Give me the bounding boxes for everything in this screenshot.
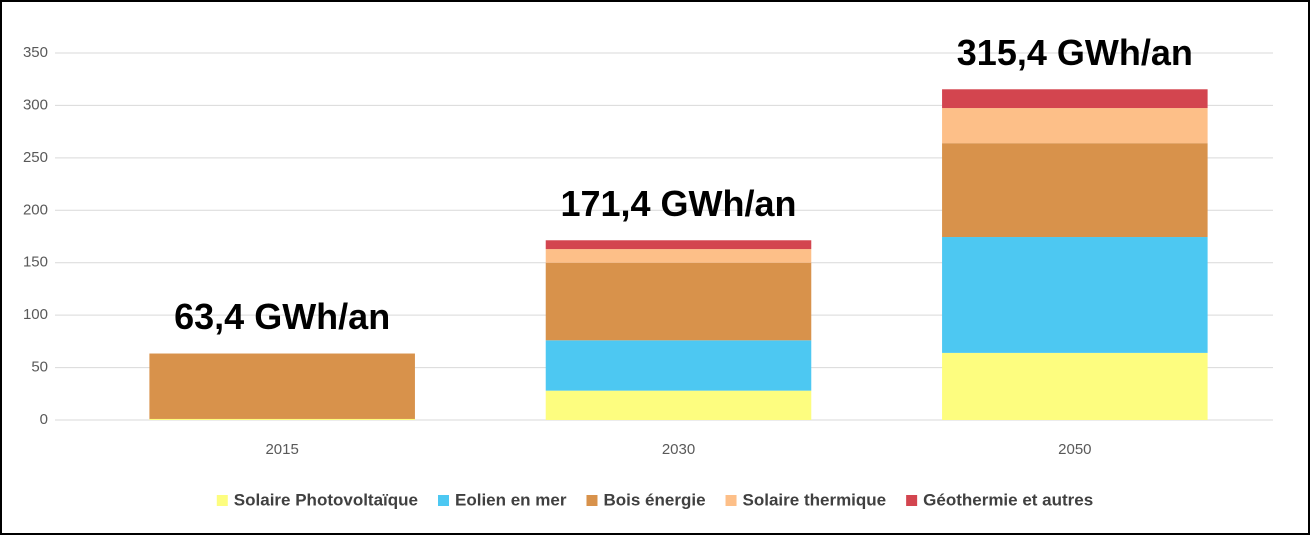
y-tick-label: 50 [31,359,48,376]
total-label: 315,4 GWh/an [957,32,1193,73]
bar-segment [942,237,1208,353]
y-tick-label: 350 [23,44,48,61]
y-tick-label: 250 [23,149,48,166]
legend-label: Bois énergie [603,490,705,509]
bar-segment [545,262,812,341]
y-tick-label: 100 [23,306,48,323]
x-tick-label: 2015 [265,441,298,458]
y-tick-label: 200 [23,201,48,218]
total-label: 171,4 GWh/an [560,183,796,224]
legend-swatch [725,495,737,506]
bar-segment [545,390,812,420]
bar-segment [942,143,1208,238]
bar-segment [942,108,1208,144]
x-tick-label: 2030 [662,441,695,458]
bar-segment [149,353,415,419]
legend-label: Solaire thermique [743,490,887,509]
x-tick-label: 2050 [1058,441,1091,458]
legend-label: Géothermie et autres [923,490,1093,509]
legend-swatch [216,495,228,506]
y-tick-label: 150 [23,254,48,271]
legend-swatch [438,495,449,506]
bar-segment [545,240,812,250]
bar-segment [149,418,415,420]
bar-segment [942,89,1208,109]
bar-segment [942,352,1208,420]
legend-label: Eolien en mer [455,490,567,509]
legend-swatch [906,495,918,506]
bar-segment [545,340,812,391]
legend-label: Solaire Photovoltaïque [234,490,418,509]
y-tick-label: 300 [23,96,48,113]
total-label: 63,4 GWh/an [174,296,390,337]
y-tick-label: 0 [40,411,48,428]
bar-segment [545,249,812,263]
legend-swatch [586,495,598,506]
